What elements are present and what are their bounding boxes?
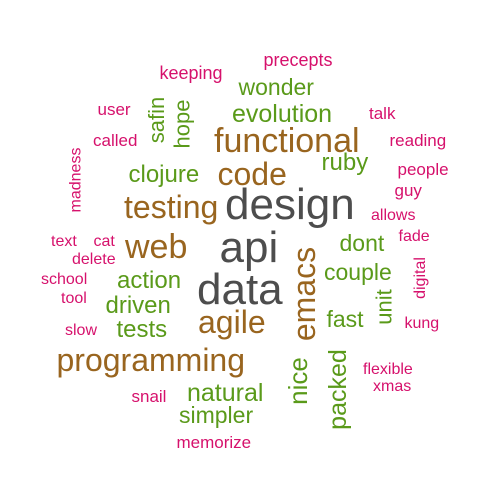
word-madness: madness (68, 148, 84, 213)
word-api: api (220, 226, 279, 270)
word-text: text (51, 234, 77, 250)
word-hope: hope (171, 100, 193, 149)
word-xmas: xmas (373, 379, 411, 395)
word-code: code (218, 158, 287, 190)
word-school: school (41, 272, 87, 288)
word-testing: testing (124, 191, 218, 223)
word-allows: allows (371, 208, 415, 224)
word-memorize: memorize (177, 434, 252, 451)
word-programming: programming (57, 344, 246, 376)
word-called: called (93, 132, 137, 149)
word-packed: packed (325, 349, 350, 430)
word-delete: delete (72, 252, 116, 268)
word-agile: agile (198, 306, 266, 338)
word-slow: slow (65, 323, 97, 339)
word-safin: safin (146, 97, 168, 143)
word-digital: digital (413, 257, 429, 299)
word-clojure: clojure (129, 163, 200, 187)
word-guy: guy (395, 182, 422, 199)
word-evolution: evolution (232, 102, 332, 127)
word-wonder: wonder (239, 76, 314, 99)
word-fast: fast (327, 308, 364, 331)
word-flexible: flexible (363, 362, 413, 378)
word-simpler: simpler (179, 404, 253, 427)
word-nice: nice (285, 357, 311, 405)
word-tests: tests (117, 318, 168, 342)
word-people: people (398, 161, 449, 178)
word-dont: dont (340, 232, 385, 255)
word-reading: reading (390, 132, 447, 149)
word-cat: cat (94, 234, 115, 250)
word-web: web (125, 230, 187, 264)
word-couple: couple (324, 261, 392, 284)
word-snail: snail (132, 388, 167, 405)
word-tool: tool (61, 291, 87, 307)
word-emacs: emacs (288, 247, 320, 341)
word-precepts: precepts (264, 51, 333, 69)
word-talk: talk (369, 105, 395, 122)
word-unit: unit (373, 289, 395, 324)
word-driven: driven (106, 294, 171, 318)
word-keeping: keeping (160, 64, 223, 82)
word-user: user (98, 101, 131, 118)
word-kung: kung (405, 316, 440, 332)
word-fade: fade (399, 229, 430, 245)
word-ruby: ruby (322, 151, 369, 175)
word-action: action (117, 269, 181, 293)
